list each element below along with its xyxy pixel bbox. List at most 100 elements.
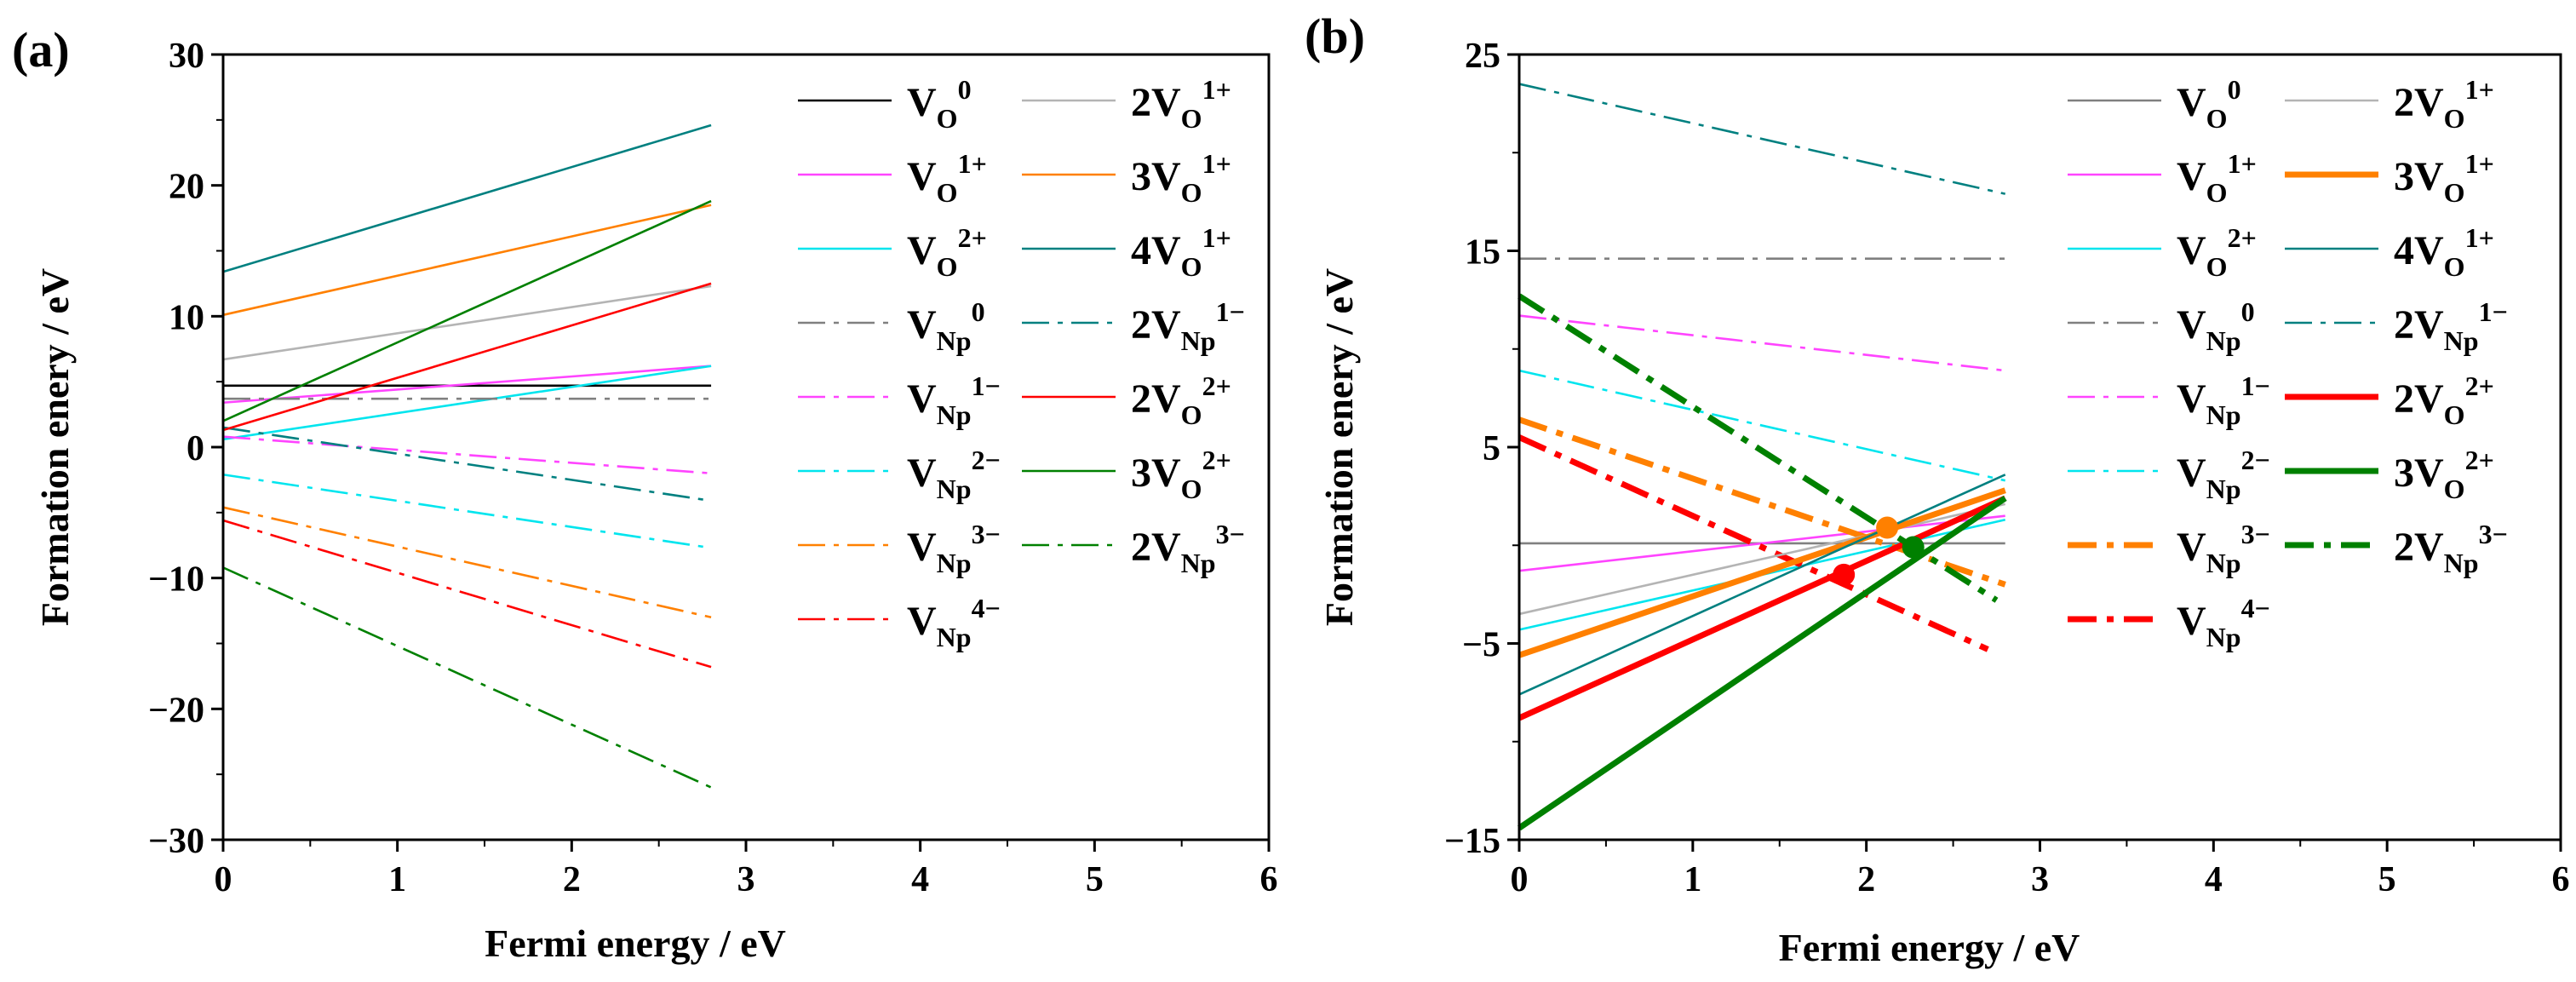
x-tick-label: 4 bbox=[911, 860, 929, 899]
legend-label: 2VO1+ bbox=[2394, 74, 2494, 134]
legend-item: VNp1− bbox=[798, 370, 1001, 430]
legend-item: VNp4− bbox=[2068, 593, 2270, 652]
legend-item: VO0 bbox=[2068, 74, 2241, 134]
x-tick-label: 5 bbox=[2378, 860, 2396, 899]
legend-label: VO2+ bbox=[907, 222, 987, 282]
legend-item: 2VO1+ bbox=[2285, 74, 2494, 134]
series-line-13 bbox=[1517, 496, 2007, 831]
legend-item: VNp4− bbox=[798, 593, 1001, 652]
series-line-12 bbox=[222, 282, 712, 432]
legend-item: VO1+ bbox=[798, 148, 987, 208]
crossing-point-marker bbox=[1876, 516, 1899, 539]
legend-item: VNp0 bbox=[2068, 296, 2255, 356]
x-tick-label: 6 bbox=[2552, 860, 2570, 899]
series-line-9 bbox=[1517, 487, 2006, 658]
series-line-7 bbox=[222, 519, 712, 669]
legend-label: 2VNp1− bbox=[2394, 296, 2508, 356]
series-line-6 bbox=[222, 506, 712, 619]
series-line-8 bbox=[1518, 502, 2006, 616]
legend-label: VNp3− bbox=[2177, 519, 2270, 578]
series-line-2 bbox=[222, 365, 712, 441]
legend-item: 3VO2+ bbox=[2285, 445, 2494, 504]
legend-item: VO2+ bbox=[2068, 222, 2257, 282]
x-tick-label: 0 bbox=[1511, 860, 1529, 899]
series-line-8 bbox=[222, 284, 712, 361]
y-tick-label: −20 bbox=[148, 691, 204, 730]
x-tick-label: 3 bbox=[2031, 860, 2049, 899]
x-tick-label: 6 bbox=[1260, 860, 1278, 899]
legend-label: 2VO2+ bbox=[1131, 370, 1231, 430]
legend-label: VNp1− bbox=[2177, 370, 2270, 430]
plot-frame bbox=[221, 53, 1271, 841]
x-tick-label: 2 bbox=[1857, 860, 1875, 899]
y-tick-label: 25 bbox=[1465, 37, 1500, 76]
x-axis-title: Fermi energy / eV bbox=[485, 922, 786, 965]
series-line-10 bbox=[1518, 474, 2006, 696]
x-tick-label: 3 bbox=[737, 860, 755, 899]
legend-item: VNp0 bbox=[798, 296, 985, 356]
legend-item: 2VO2+ bbox=[1022, 370, 1231, 430]
legend-label: VNp4− bbox=[907, 593, 1001, 652]
crossing-point-marker bbox=[1833, 563, 1856, 586]
y-tick-label: 20 bbox=[169, 168, 204, 207]
legend-item: 3VO1+ bbox=[2285, 148, 2494, 208]
legend-item: 2VO2+ bbox=[2285, 370, 2494, 430]
legend-label: VNp2− bbox=[2177, 445, 2270, 504]
legend-item: VNp1− bbox=[2068, 370, 2270, 430]
series-line-9 bbox=[222, 204, 712, 317]
series-line-1 bbox=[222, 365, 712, 405]
legend-label: VNp0 bbox=[907, 296, 985, 356]
legend-label: 2VNp1− bbox=[1131, 296, 1245, 356]
legend-label: VNp1− bbox=[907, 370, 1001, 430]
x-tick-label: 1 bbox=[1684, 860, 1701, 899]
series-line-14 bbox=[222, 566, 712, 789]
legend-item: 2VNp1− bbox=[2285, 296, 2508, 356]
legend-item: 3VO1+ bbox=[1022, 148, 1231, 208]
legend-label: 3VO1+ bbox=[1131, 148, 1231, 208]
legend-item: VNp3− bbox=[2068, 519, 2270, 578]
series-line-11 bbox=[1518, 83, 2006, 195]
legend-label: VNp4− bbox=[2177, 593, 2270, 652]
legend-label: VO1+ bbox=[907, 148, 987, 208]
x-tick-label: 4 bbox=[2205, 860, 2223, 899]
x-tick-label: 1 bbox=[388, 860, 406, 899]
legend-label: 2VO2+ bbox=[2394, 370, 2494, 430]
legend-item: 4VO1+ bbox=[2285, 222, 2494, 282]
legend-label: VNp2− bbox=[907, 445, 1001, 504]
series-line-11 bbox=[222, 426, 712, 502]
legend-item: 2VO1+ bbox=[1022, 74, 1231, 134]
y-tick-label: 10 bbox=[169, 298, 204, 337]
series-line-4 bbox=[1518, 314, 2005, 372]
series-line-4 bbox=[222, 435, 712, 475]
chart-panel-a: (a) 0 1 2 3 4 5 6 −30 −20 −10 0 10 20 30 Fermi energy /… bbox=[12, 22, 1278, 965]
legend-label: 2VO1+ bbox=[1131, 74, 1231, 134]
x-tick-label: 0 bbox=[215, 860, 232, 899]
legend-item: 4VO1+ bbox=[1022, 222, 1231, 282]
legend-item: 2VNp1− bbox=[1022, 296, 1245, 356]
legend-label: 4VO1+ bbox=[1131, 222, 1231, 282]
series-line-1 bbox=[1518, 514, 2005, 572]
legend-label: 3VO2+ bbox=[1131, 445, 1231, 504]
y-axis-title: Formation enery / eV bbox=[33, 268, 77, 626]
series-line-5 bbox=[1518, 369, 2006, 482]
x-tick-label: 5 bbox=[1086, 860, 1104, 899]
legend-label: VNp3− bbox=[907, 519, 1001, 578]
series-line-12 bbox=[1517, 495, 2007, 721]
legend-label: VO0 bbox=[2177, 74, 2241, 134]
legend-label: 2VNp3− bbox=[2394, 519, 2508, 578]
legend-label: VO1+ bbox=[2177, 148, 2257, 208]
y-tick-label: −10 bbox=[148, 560, 204, 600]
series-line-5 bbox=[222, 473, 712, 549]
y-tick-label: 30 bbox=[169, 37, 204, 76]
series-line-10 bbox=[222, 123, 712, 273]
legend-label: 4VO1+ bbox=[2394, 222, 2494, 282]
legend-label: VO2+ bbox=[2177, 222, 2257, 282]
legend-item: 3VO2+ bbox=[1022, 445, 1231, 504]
legend-label: 3VO2+ bbox=[2394, 445, 2494, 504]
legend-label: 3VO1+ bbox=[2394, 148, 2494, 208]
legend-item: VO0 bbox=[798, 74, 972, 134]
panel-label: (b) bbox=[1305, 9, 1365, 64]
y-tick-label: 5 bbox=[1483, 429, 1500, 468]
y-tick-label: 0 bbox=[186, 429, 204, 468]
